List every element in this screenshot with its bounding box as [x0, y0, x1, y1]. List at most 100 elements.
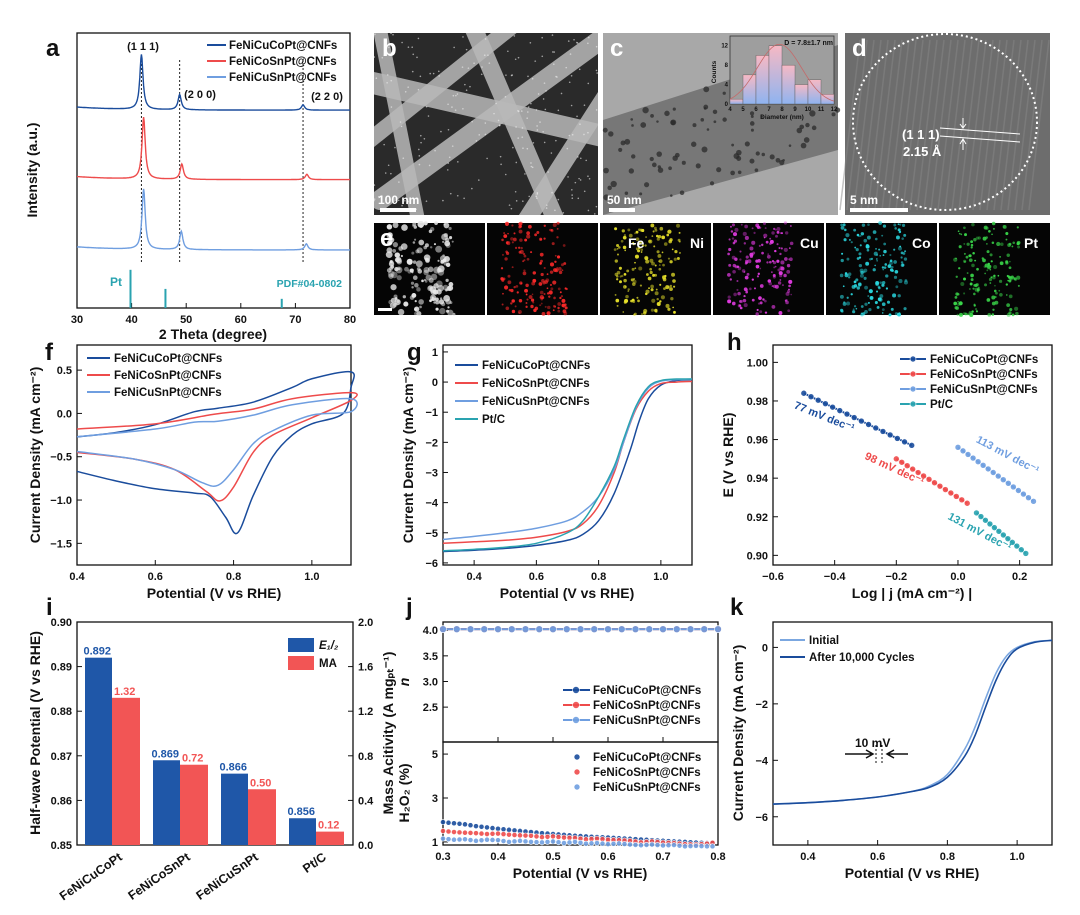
eds-signal-dot [427, 285, 433, 292]
eds-signal-dot [859, 273, 864, 278]
eds-signal-dot [771, 260, 775, 263]
nanoparticle-dot [610, 180, 617, 188]
eds-signal-dot [429, 246, 433, 249]
nanofiber [374, 33, 598, 210]
panel-label-b: b [382, 35, 397, 62]
eds-signal-dot [731, 237, 735, 240]
h2o2-point [621, 841, 628, 847]
eds-signal-dot [965, 255, 969, 259]
eds-signal-dot [645, 259, 650, 264]
scale-bar-label-b: 100 nm [378, 193, 419, 207]
eds-signal-dot [847, 276, 851, 279]
eds-signal-dot [1005, 232, 1009, 236]
eds-signal-dot [530, 251, 533, 254]
stability-curve [772, 639, 1053, 805]
eds-signal-dot [893, 248, 896, 251]
eds-signal-dot [412, 275, 418, 281]
nanoparticle-dot [394, 146, 396, 149]
eds-signal-dot [987, 264, 990, 267]
eds-signal-dot [423, 266, 430, 274]
nanoparticle-dot [418, 163, 421, 166]
y-tick-label: −0.5 [50, 452, 72, 464]
nanoparticle-dot [374, 198, 376, 200]
eds-signal-dot [788, 279, 793, 284]
eds-signal-dot [779, 274, 783, 278]
tafel-point [936, 482, 944, 490]
nanoparticle-dot [527, 75, 529, 78]
nanoparticle-dot [631, 154, 636, 159]
nanoparticle-dot [524, 173, 526, 175]
eds-signal-dot [616, 304, 619, 307]
nanoparticle-dot [484, 38, 487, 40]
h2o2-point [528, 839, 534, 845]
eds-signal-dot [742, 231, 747, 236]
eds-signal-dot [553, 304, 556, 308]
nanoparticle-dot [712, 109, 718, 115]
category-label: Pt/C [300, 850, 329, 876]
cv-curve [76, 391, 358, 502]
x-tick-label: 0.4 [69, 571, 85, 583]
eds-signal-dot [633, 312, 637, 316]
stability-ylabel: Current Density (mA cm⁻²) [730, 645, 746, 821]
eds-signal-dot [894, 227, 897, 230]
eds-signal-dot [958, 245, 962, 249]
eds-signal-dot [975, 236, 979, 240]
y-tick-label: 0.87 [51, 751, 72, 763]
bar-value-label: 0.866 [219, 762, 247, 774]
tafel-point [879, 428, 887, 435]
nanoparticle-dot [811, 125, 817, 131]
eds-signal-dot [788, 284, 791, 288]
eds-signal-dot [784, 257, 788, 261]
h2o2-point [473, 837, 479, 844]
eds-signal-dot [510, 302, 513, 305]
bar-value-label: 0.12 [318, 820, 339, 832]
eds-signal-dot [991, 233, 993, 236]
bar-value-label: 0.869 [151, 748, 179, 760]
nanoparticle-dot [573, 38, 575, 41]
eds-signal-dot [557, 287, 561, 291]
nanoparticle-dot [404, 91, 407, 93]
nanoparticle-dot [465, 89, 468, 92]
nanoparticle-dot [390, 172, 392, 175]
nanoparticle-dot [531, 77, 534, 80]
h2o2-point [511, 838, 518, 845]
eds-signal-dot [616, 253, 620, 256]
nanoparticle-dot [800, 142, 807, 149]
eds-signal-dot [524, 238, 528, 242]
tafel-point [920, 472, 927, 480]
eds-signal-dot [893, 260, 897, 264]
eds-signal-dot [654, 308, 658, 313]
nanoparticle-dot [504, 96, 507, 98]
eds-signal-dot [539, 304, 542, 307]
eds-signal-dot [545, 278, 550, 283]
eds-signal-dot [970, 243, 974, 247]
nanoparticle-dot [545, 90, 547, 92]
eds-signal-dot [1007, 243, 1011, 247]
eds-signal-dot [963, 252, 966, 255]
eds-signal-dot [439, 307, 446, 315]
eds-signal-dot [416, 287, 421, 292]
nanoparticle-dot [374, 56, 376, 58]
eds-signal-dot [429, 299, 432, 303]
nanoparticle-dot [385, 40, 388, 42]
eds-signal-dot [728, 263, 732, 267]
eds-signal-dot [993, 264, 998, 270]
nanoparticle-dot [624, 191, 629, 195]
eds-signal-dot [875, 248, 877, 250]
eds-signal-dot [872, 230, 877, 234]
eds-signal-dot [999, 261, 1004, 266]
nanoparticle-dot [744, 141, 750, 147]
eds-signal-dot [854, 246, 857, 249]
eds-signal-dot [875, 290, 879, 293]
eds-signal-dot [737, 304, 742, 308]
h2o2-point [484, 836, 490, 843]
eds-signal-dot [883, 249, 887, 254]
eds-signal-dot [867, 295, 870, 298]
electron-number-point [507, 625, 516, 633]
eds-signal-dot [632, 279, 637, 284]
eds-signal-dot [389, 260, 393, 264]
tafel-point [969, 454, 977, 462]
eds-signal-dot [544, 305, 547, 308]
nanoparticle-dot [432, 72, 435, 75]
eds-signal-dot [622, 311, 625, 313]
